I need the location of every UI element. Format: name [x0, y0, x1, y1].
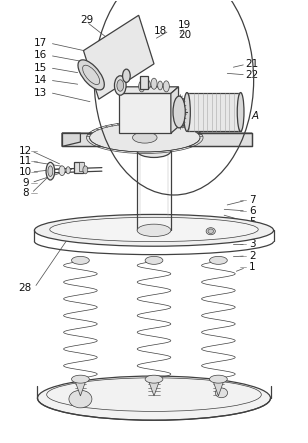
Text: 15: 15: [34, 63, 47, 73]
Text: 1: 1: [249, 262, 255, 272]
Ellipse shape: [66, 167, 70, 174]
Ellipse shape: [237, 93, 244, 132]
Polygon shape: [171, 87, 179, 133]
Text: 6: 6: [249, 206, 255, 216]
Polygon shape: [83, 15, 154, 99]
Ellipse shape: [137, 224, 171, 237]
Ellipse shape: [137, 144, 171, 157]
Text: 9: 9: [22, 178, 29, 188]
Polygon shape: [148, 381, 160, 396]
Bar: [187, 93, 241, 132]
Ellipse shape: [209, 375, 227, 383]
Text: 2: 2: [249, 251, 255, 261]
Ellipse shape: [117, 80, 124, 91]
Text: 5: 5: [249, 217, 255, 226]
Ellipse shape: [71, 375, 89, 383]
Ellipse shape: [208, 229, 213, 233]
Ellipse shape: [48, 166, 53, 176]
Ellipse shape: [69, 390, 92, 408]
Ellipse shape: [34, 214, 274, 246]
Text: 3: 3: [249, 240, 255, 249]
Bar: [79, 162, 84, 171]
Text: 4: 4: [249, 228, 255, 238]
Ellipse shape: [38, 376, 270, 420]
Ellipse shape: [139, 81, 145, 92]
Polygon shape: [62, 133, 80, 147]
Text: 21: 21: [245, 59, 259, 69]
Ellipse shape: [71, 256, 89, 264]
Polygon shape: [119, 87, 179, 93]
Text: 7: 7: [249, 195, 255, 205]
Text: 11: 11: [18, 156, 32, 167]
Text: 10: 10: [19, 167, 32, 177]
Ellipse shape: [163, 81, 169, 92]
Text: 16: 16: [34, 51, 47, 60]
Ellipse shape: [173, 96, 185, 128]
Ellipse shape: [132, 132, 157, 143]
Bar: [119, 93, 171, 133]
Ellipse shape: [50, 218, 258, 241]
Ellipse shape: [90, 123, 200, 152]
Ellipse shape: [123, 69, 130, 82]
Text: 17: 17: [34, 38, 47, 48]
Ellipse shape: [215, 388, 228, 398]
Polygon shape: [62, 133, 252, 142]
Polygon shape: [75, 381, 86, 396]
Text: 14: 14: [34, 75, 47, 85]
Text: 29: 29: [80, 15, 93, 25]
Bar: [74, 162, 83, 173]
Ellipse shape: [115, 76, 126, 95]
Text: 28: 28: [18, 283, 32, 293]
Text: 18: 18: [153, 26, 167, 36]
Text: A: A: [252, 110, 259, 120]
Ellipse shape: [78, 60, 104, 90]
Ellipse shape: [145, 256, 163, 264]
Text: 12: 12: [18, 146, 32, 156]
Ellipse shape: [46, 162, 55, 180]
Text: 22: 22: [245, 70, 259, 80]
Text: 13: 13: [34, 88, 47, 97]
Ellipse shape: [145, 375, 163, 383]
Ellipse shape: [206, 228, 215, 235]
Text: 20: 20: [178, 30, 191, 40]
Ellipse shape: [145, 80, 150, 89]
Ellipse shape: [151, 78, 157, 89]
Ellipse shape: [184, 93, 190, 132]
Ellipse shape: [209, 256, 227, 264]
Ellipse shape: [83, 166, 88, 174]
Ellipse shape: [59, 166, 65, 175]
Polygon shape: [213, 381, 224, 396]
Text: 19: 19: [178, 20, 191, 31]
Bar: [140, 76, 148, 89]
Ellipse shape: [158, 81, 163, 90]
Polygon shape: [62, 133, 252, 147]
Text: 8: 8: [22, 188, 29, 198]
